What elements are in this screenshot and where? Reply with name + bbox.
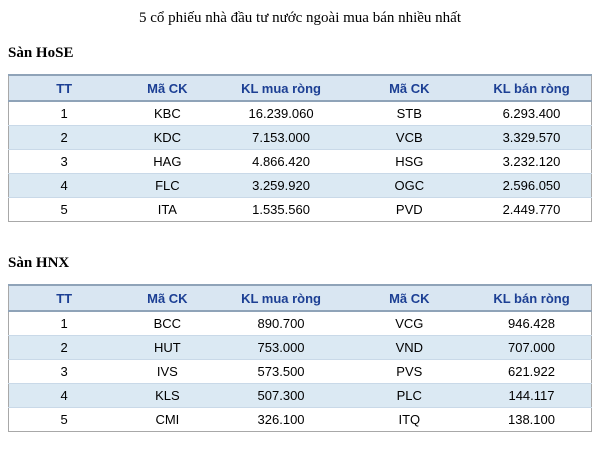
table-cell: 6.293.400: [502, 106, 561, 121]
table-cell: HAG: [119, 149, 216, 174]
table-cell: VND: [346, 335, 472, 360]
table-cell: FLC: [119, 173, 216, 198]
table-cell: CMI: [119, 407, 216, 432]
table-cell: VCG: [395, 316, 424, 331]
table-cell: 890.700: [257, 316, 305, 331]
table-cell: STB: [396, 106, 422, 121]
table-cell: 573.500: [215, 359, 347, 384]
table-row: 2 KDC 7.153.000 VCB 3.329.570: [8, 125, 592, 150]
table-row: 1 BCC 890.700 VCG 946.428: [8, 311, 592, 336]
hose-table: TT Mã CK KL mua ròng Mã CK KL bán ròng 1 KBC 1…: [8, 74, 592, 222]
table-row: 4 FLC 3.259.920 OGC 2.596.050: [8, 173, 592, 198]
table-cell: PLC: [346, 383, 472, 408]
table-row: 4 KLS 507.300 PLC 144.117: [8, 383, 592, 408]
table-cell: 4.866.420: [215, 149, 347, 174]
table-cell: ITA: [119, 197, 216, 222]
table-cell: 707.000: [471, 335, 592, 360]
table-cell: 326.100: [215, 407, 347, 432]
table-row: 3 HAG 4.866.420 HSG 3.232.120: [8, 149, 592, 174]
section-heading-hose: Sàn HoSE: [8, 45, 74, 61]
table-cell: ITQ: [346, 407, 472, 432]
hose-table-header-row: TT Mã CK KL mua ròng Mã CK KL bán ròng: [8, 74, 592, 102]
column-header: TT: [8, 284, 120, 312]
table-cell: IVS: [119, 359, 216, 384]
table-cell: 16.239.060: [248, 106, 314, 121]
column-header: TT: [8, 74, 120, 102]
table-cell: 4: [8, 383, 120, 408]
section-heading-hnx: Sàn HNX: [8, 255, 70, 271]
table-cell: PVD: [346, 197, 472, 222]
table-cell: 1.535.560: [215, 197, 347, 222]
table-cell: 2: [8, 335, 120, 360]
table-cell: 3.329.570: [471, 125, 592, 150]
table-cell: HSG: [346, 149, 472, 174]
table-cell: 5: [8, 197, 120, 222]
column-header: KL bán ròng: [471, 74, 592, 102]
table-cell: 621.922: [471, 359, 592, 384]
table-row: 3 IVS 573.500 PVS 621.922: [8, 359, 592, 384]
column-header: KL bán ròng: [471, 284, 592, 312]
table-row: 5 CMI 326.100 ITQ 138.100: [8, 407, 592, 432]
table-cell: 7.153.000: [215, 125, 347, 150]
column-header: KL mua ròng: [215, 74, 347, 102]
table-cell: 753.000: [215, 335, 347, 360]
table-cell: KDC: [119, 125, 216, 150]
table-row: 2 HUT 753.000 VND 707.000: [8, 335, 592, 360]
table-cell: 946.428: [507, 316, 555, 331]
table-cell: KBC: [153, 106, 181, 121]
table-cell: 2: [8, 125, 120, 150]
column-header: Mã CK: [119, 284, 216, 312]
table-cell: 1: [60, 316, 68, 331]
table-cell: 5: [8, 407, 120, 432]
table-cell: 3: [8, 359, 120, 384]
table-cell: 1: [60, 106, 68, 121]
table-cell: HUT: [119, 335, 216, 360]
table-cell: 138.100: [471, 407, 592, 432]
table-cell: 144.117: [471, 383, 592, 408]
column-header: Mã CK: [346, 284, 472, 312]
table-cell: OGC: [346, 173, 472, 198]
table-cell: 3.232.120: [471, 149, 592, 174]
table-cell: 507.300: [215, 383, 347, 408]
table-cell: PVS: [346, 359, 472, 384]
hnx-table: TT Mã CK KL mua ròng Mã CK KL bán ròng 1 BCC 8…: [8, 284, 592, 432]
table-row: 5 ITA 1.535.560 PVD 2.449.770: [8, 197, 592, 222]
page-title: 5 cổ phiếu nhà đầu tư nước ngoài mua bán…: [138, 10, 462, 26]
table-row: 1 KBC 16.239.060 STB 6.293.400: [8, 101, 592, 126]
table-cell: 2.449.770: [471, 197, 592, 222]
hnx-table-header-row: TT Mã CK KL mua ròng Mã CK KL bán ròng: [8, 284, 592, 312]
column-header: Mã CK: [346, 74, 472, 102]
table-cell: 3.259.920: [215, 173, 347, 198]
table-cell: BCC: [153, 316, 182, 331]
table-cell: VCB: [346, 125, 472, 150]
table-cell: KLS: [119, 383, 216, 408]
table-cell: 3: [8, 149, 120, 174]
column-header: KL mua ròng: [215, 284, 347, 312]
table-cell: 4: [8, 173, 120, 198]
column-header: Mã CK: [119, 74, 216, 102]
table-cell: 2.596.050: [471, 173, 592, 198]
